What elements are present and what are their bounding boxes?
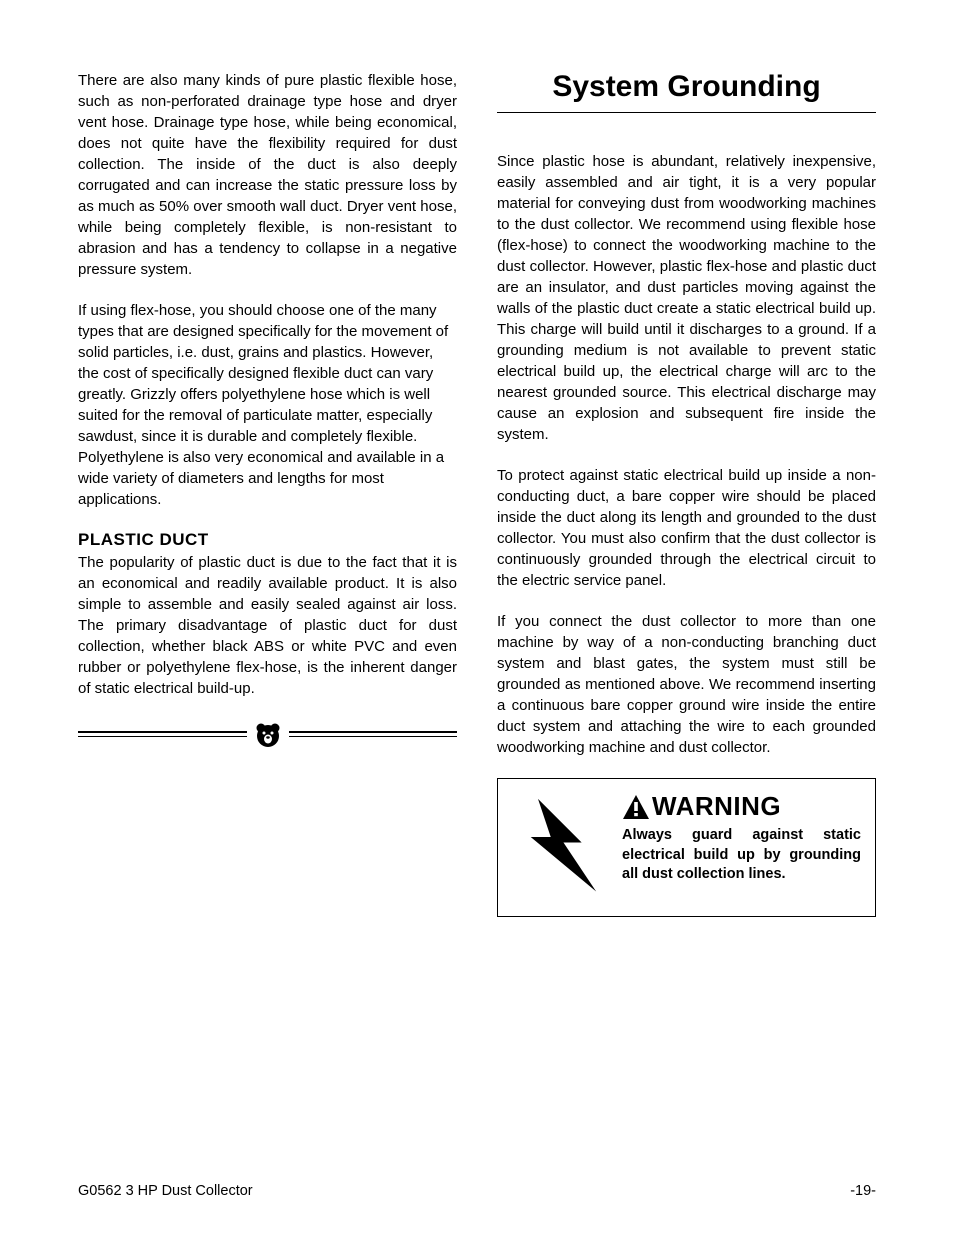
page-footer: G0562 3 HP Dust Collector -19- [78,1183,876,1199]
footer-left: G0562 3 HP Dust Collector [78,1183,253,1199]
warning-callout: WARNING Always guard against static elec… [497,778,876,917]
plastic-duct-heading: PLASTIC DUCT [78,530,457,550]
lightning-icon [512,791,604,902]
paragraph: The popularity of plastic duct is due to… [78,552,457,699]
footer-page-number: -19- [850,1183,876,1199]
section-divider [78,719,457,749]
paragraph: If using flex-hose, you should choose on… [78,300,457,510]
warning-label: WARNING [622,791,861,822]
warning-word: WARNING [652,791,781,822]
paragraph: Since plastic hose is abundant, relative… [497,151,876,445]
alert-triangle-icon [622,794,650,820]
divider-right-lines [289,731,458,737]
right-column: System Grounding Since plastic hose is a… [497,70,876,917]
bear-icon [253,719,283,749]
paragraph: To protect against static electrical bui… [497,465,876,591]
warning-text: Always guard against static electrical b… [622,826,861,885]
left-column: There are also many kinds of pure plasti… [78,70,457,917]
section-title: System Grounding [497,70,876,113]
paragraph: If you connect the dust collector to mor… [497,611,876,758]
paragraph: There are also many kinds of pure plasti… [78,70,457,280]
divider-left-lines [78,731,247,737]
